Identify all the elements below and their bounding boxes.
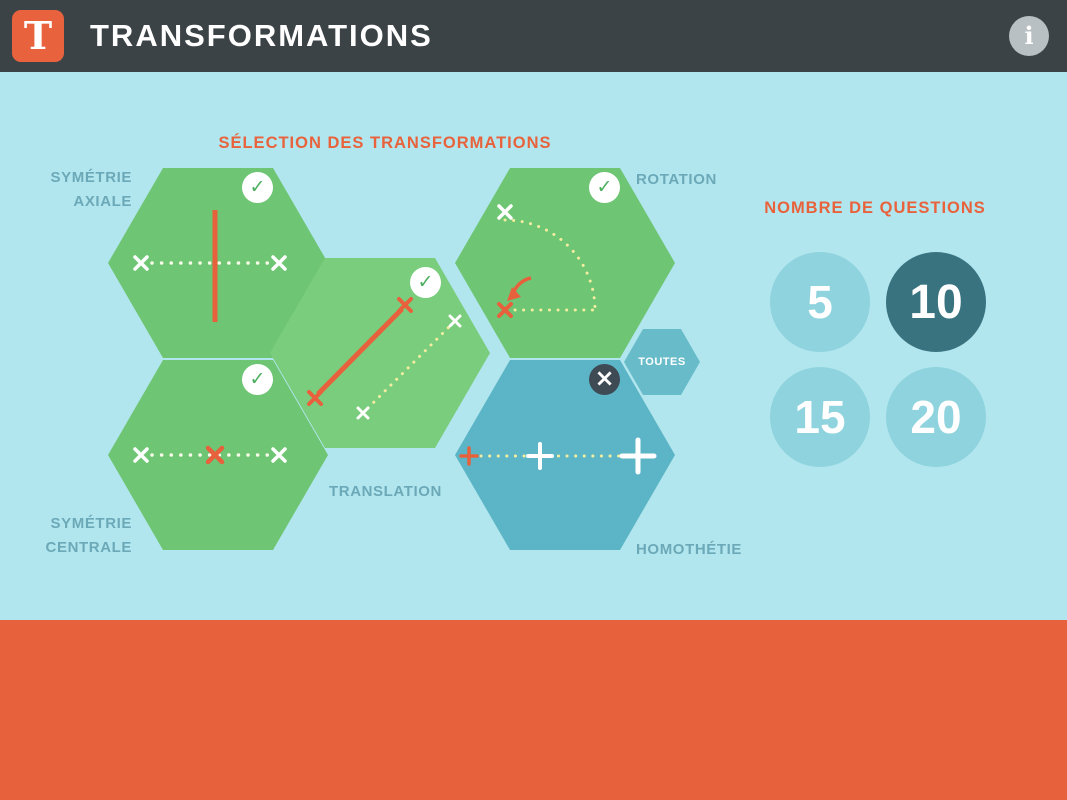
translation-icon [307,297,462,420]
selected-check-badge [242,172,273,203]
questions-title: NOMBRE DE QUESTIONS [764,199,986,217]
label-symetrie-axiale: SYMÉTRIE AXIALE [18,166,132,214]
selected-check-badge [589,172,620,203]
vector-end-marker [397,297,413,313]
toutes-label: TOUTES [638,356,686,368]
label-line: SYMÉTRIE [50,169,132,186]
rotation-icon [497,204,597,318]
label-line: AXIALE [73,193,132,210]
vector-start-marker [307,390,323,406]
deselected-cross-badge [589,364,620,395]
hexagon-homothetie[interactable] [455,360,675,550]
question-option-5[interactable]: 5 [770,252,870,352]
center-plus-marker [459,446,479,466]
image-point-marker [271,255,287,271]
label-symetrie-centrale: SYMÉTRIE CENTRALE [18,512,132,560]
hexagon-symetrie-axiale[interactable] [108,168,328,358]
app-logo: T [12,10,64,62]
image-point-marker [448,314,462,328]
info-icon: i [1024,21,1034,50]
label-translation: TRANSLATION [329,483,442,500]
selected-check-badge [242,364,273,395]
page-title: TRANSFORMATIONS [90,18,433,53]
symetrie-centrale-icon [133,445,287,465]
toutes-button[interactable]: TOUTES [624,329,700,395]
info-button[interactable]: i [1009,16,1049,56]
hexagon-symetrie-centrale[interactable] [108,360,328,550]
hexagon-rotation[interactable] [455,168,675,358]
point-marker [133,447,149,463]
label-line: CENTRALE [45,539,132,556]
point-plus-marker [526,442,554,470]
image-point-marker [271,447,287,463]
dotted-image-line [366,324,452,410]
label-homothetie: HOMOTHÉTIE [636,541,742,558]
vector-line [316,307,404,396]
image-plus-marker [619,437,657,475]
selected-check-badge [410,267,441,298]
symetrie-axiale-icon [133,210,287,322]
question-option-10[interactable]: 10 [886,252,986,352]
label-line: SYMÉTRIE [50,515,132,532]
homothetie-icon [459,437,657,475]
question-option-15[interactable]: 15 [770,367,870,467]
hexagon-translation[interactable] [270,258,490,448]
center-marker [205,445,225,465]
header-bar: T TRANSFORMATIONS i [0,0,1067,72]
logo-t-icon: T [23,13,53,58]
dotted-arc [503,218,597,312]
label-rotation: ROTATION [636,171,717,188]
modes-bar: IMAGE D'UN POINT IMAGE D'UNE FIGURE PAVA… [0,620,1067,800]
point-marker [133,255,149,271]
center-marker [497,302,513,318]
point-marker [356,406,370,420]
point-marker [497,204,513,220]
selection-title: SÉLECTION DES TRANSFORMATIONS [218,134,552,152]
question-option-20[interactable]: 20 [886,367,986,467]
hexagon-shape [624,329,700,395]
rotation-arrowhead [507,287,521,301]
